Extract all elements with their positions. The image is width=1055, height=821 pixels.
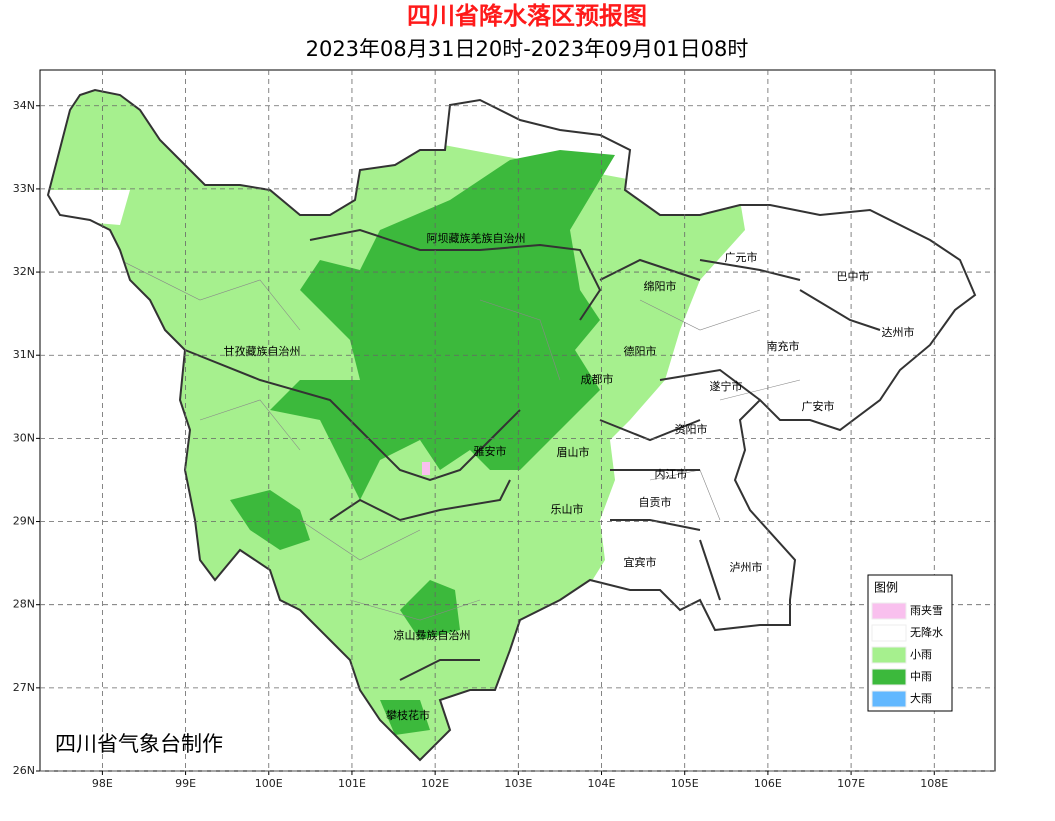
y-tick-label: 30N — [13, 431, 35, 444]
place-label: 资阳市 — [675, 422, 708, 436]
title: 四川省降水落区预报图 — [407, 2, 647, 30]
x-tick-label: 104E — [588, 777, 616, 790]
x-tick-label: 103E — [504, 777, 532, 790]
x-tick-label: 101E — [338, 777, 366, 790]
y-tick-label: 31N — [13, 348, 35, 361]
y-tick-label: 32N — [13, 265, 35, 278]
place-label: 内江市 — [655, 467, 688, 481]
place-label: 乐山市 — [551, 502, 584, 516]
place-label: 自贡市 — [639, 495, 672, 509]
y-tick-label: 28N — [13, 598, 35, 611]
y-tick-label: 27N — [13, 681, 35, 694]
credit: 四川省气象台制作 — [55, 732, 223, 756]
place-label: 遂宁市 — [710, 379, 743, 393]
place-label: 泸州市 — [730, 560, 763, 574]
legend-label: 雨夹雪 — [910, 604, 943, 617]
y-tick-label: 33N — [13, 182, 35, 195]
legend-swatch — [871, 624, 907, 642]
legend-label: 小雨 — [910, 648, 932, 661]
legend-swatch — [871, 646, 907, 664]
x-tick-label: 102E — [421, 777, 449, 790]
legend-label: 无降水 — [910, 625, 943, 639]
y-tick-label: 26N — [13, 764, 35, 777]
place-label: 达州市 — [882, 325, 915, 339]
y-tick-label: 29N — [13, 515, 35, 528]
legend-swatch — [871, 602, 907, 620]
place-label: 宜宾市 — [624, 555, 657, 569]
x-tick-label: 100E — [255, 777, 283, 790]
subtitle: 2023年08月31日20时-2023年09月01日08时 — [306, 37, 749, 61]
place-label: 眉山市 — [557, 445, 590, 459]
place-label: 绵阳市 — [644, 279, 677, 293]
place-label: 成都市 — [581, 372, 614, 386]
legend-swatch — [871, 690, 907, 708]
legend-label: 大雨 — [910, 691, 932, 705]
x-tick-label: 105E — [671, 777, 699, 790]
place-label: 巴中市 — [837, 269, 870, 283]
place-label: 攀枝花市 — [386, 708, 430, 722]
place-label: 德阳市 — [624, 344, 657, 358]
x-tick-label: 106E — [754, 777, 782, 790]
place-label: 阿坝藏族羌族自治州 — [427, 231, 526, 245]
x-tick-label: 108E — [920, 777, 948, 790]
place-label: 雅安市 — [474, 444, 507, 458]
x-tick-label: 99E — [175, 777, 196, 790]
place-label: 甘孜藏族自治州 — [224, 344, 301, 358]
legend-title: 图例 — [874, 581, 898, 595]
place-label: 广安市 — [802, 399, 835, 413]
x-tick-label: 98E — [92, 777, 113, 790]
legend-label: 中雨 — [910, 670, 932, 683]
place-label: 南充市 — [767, 339, 800, 353]
place-label: 凉山彝族自治州 — [394, 628, 471, 642]
place-label: 广元市 — [725, 250, 758, 264]
legend-swatch — [871, 668, 907, 686]
x-tick-label: 107E — [837, 777, 865, 790]
y-tick-label: 34N — [13, 99, 35, 112]
